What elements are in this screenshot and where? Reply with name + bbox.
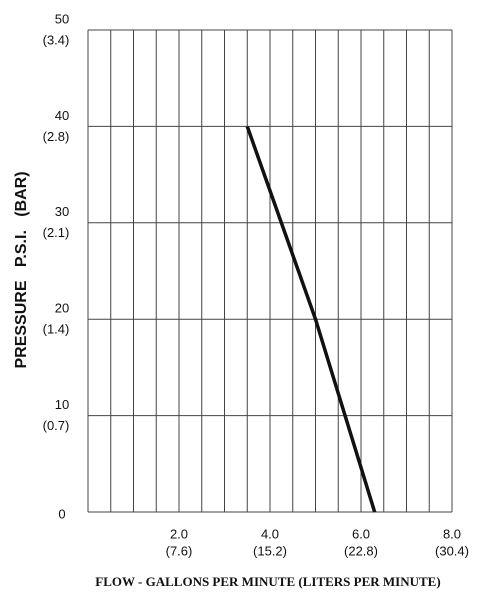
y-tick-label: 30	[55, 204, 69, 219]
y-tick-metric-label: (1.4)	[43, 322, 70, 337]
x-tick-label: 6.0	[352, 526, 370, 541]
y-axis-title: PRESSURE P.S.I. (BAR)	[13, 171, 30, 368]
y-tick-metric-label: (2.8)	[43, 129, 70, 144]
y-tick-metric-label: (0.7)	[43, 418, 70, 433]
y-tick-label: 40	[55, 108, 69, 123]
y-tick-metric-label: (3.4)	[43, 32, 70, 47]
x-tick-label: 4.0	[261, 526, 279, 541]
x-axis-title: FLOW - GALLONS PER MINUTE (LITERS PER MI…	[95, 574, 440, 589]
y-tick-metric-label: (2.1)	[43, 225, 70, 240]
x-tick-label: 2.0	[170, 526, 188, 541]
x-tick-metric-label: (7.6)	[166, 543, 193, 558]
data-line	[245, 125, 377, 513]
y-tick-label: 10	[55, 397, 69, 412]
x-tick-label: 8.0	[443, 526, 461, 541]
y-tick-label: 50	[55, 11, 69, 26]
x-tick-metric-label: (15.2)	[253, 543, 287, 558]
x-tick-metric-label: (22.8)	[344, 543, 378, 558]
x-tick-metric-label: (30.4)	[435, 543, 469, 558]
y-tick-label: 0	[58, 506, 65, 521]
y-tick-label: 20	[55, 301, 69, 316]
